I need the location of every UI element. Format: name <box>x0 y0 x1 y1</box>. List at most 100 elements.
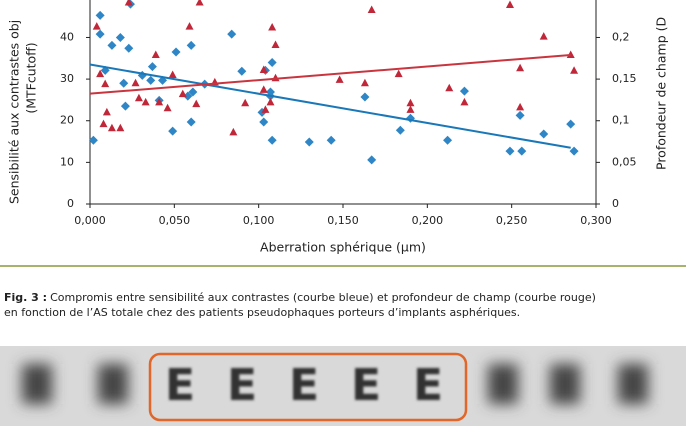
triangle-point <box>101 79 110 88</box>
y-tick-label: 0 <box>67 197 74 210</box>
diamond-point <box>168 126 178 136</box>
diamond-point <box>539 129 549 139</box>
caption: Fig. 3 : Compromis entre sensibilité aux … <box>4 291 596 304</box>
diamond-point <box>237 66 247 76</box>
triangle-point <box>259 85 268 93</box>
diamond-point <box>146 75 156 85</box>
y2-tick-label: 0,05 <box>612 155 637 168</box>
diamond-point <box>360 92 370 102</box>
letter: E <box>289 360 319 411</box>
highlight-box <box>148 352 468 422</box>
triangle-point <box>96 69 105 78</box>
trend-line <box>89 53 571 95</box>
triangle-point <box>394 69 403 78</box>
trend-line <box>89 63 571 149</box>
triangle-point <box>151 50 160 58</box>
diamond-point <box>95 10 105 20</box>
triangle-point <box>131 78 140 87</box>
diamond-point <box>171 47 181 57</box>
diamond-point <box>115 32 125 42</box>
diamond-point <box>395 125 405 135</box>
triangle-point <box>99 119 108 128</box>
letter: E <box>227 360 257 411</box>
diamond-point <box>188 87 198 97</box>
diamond-point <box>505 146 515 156</box>
diamond-point <box>88 135 98 145</box>
triangle-point <box>367 5 376 13</box>
letter: E <box>165 360 195 411</box>
triangle-point <box>261 105 270 113</box>
triangle-point <box>335 75 344 83</box>
y-tick-label: 30 <box>60 72 74 85</box>
y-tick-label: 40 <box>60 30 74 43</box>
triangle-point <box>141 97 150 106</box>
diamond-point <box>517 146 527 156</box>
triangle-point <box>406 105 415 113</box>
diamond-point <box>326 135 336 145</box>
diamond-point <box>566 119 576 129</box>
triangle-point <box>102 107 111 116</box>
triangle-point <box>192 99 201 108</box>
triangle-point <box>445 83 454 92</box>
letter: E <box>351 360 381 411</box>
x-tick-label: 0,000 <box>74 214 106 227</box>
diamond-point <box>367 155 377 165</box>
caption-text: en fonction de l’AS totale chez des pati… <box>4 306 520 319</box>
triangle-point <box>107 123 116 132</box>
triangle-point <box>268 22 277 31</box>
diamond-point <box>183 91 193 101</box>
diamond-point <box>304 137 314 147</box>
y-axis-label: (MTFcutoff) <box>24 42 39 113</box>
diamond-point <box>515 110 525 120</box>
y-axis-label: Sensibilité aux contrastes obj <box>7 20 22 204</box>
triangle-point <box>163 103 172 112</box>
triangle-point <box>505 0 514 8</box>
caption-label: Fig. 3 : <box>4 291 47 304</box>
x-tick-label: 0,200 <box>412 214 444 227</box>
triangle-point <box>259 65 268 73</box>
diamond-point <box>95 29 105 39</box>
y2-tick-label: 0 <box>612 197 619 210</box>
triangle-point <box>134 93 143 102</box>
diamond-point <box>267 57 277 67</box>
diamond-point <box>259 117 269 127</box>
y2-tick-label: 0,15 <box>612 72 637 85</box>
caption-text: Compromis entre sensibilité aux contrast… <box>50 291 596 304</box>
triangle-point <box>229 127 238 136</box>
x-tick-label: 0,150 <box>327 214 359 227</box>
x-axis-label: Aberration sphérique (µm) <box>260 240 426 255</box>
diamond-point <box>107 40 117 50</box>
triangle-point <box>539 32 548 40</box>
y-tick-label: 20 <box>60 114 74 127</box>
y-tick-label: 10 <box>60 155 74 168</box>
x-tick-label: 0,300 <box>580 214 612 227</box>
triangle-point <box>178 89 187 98</box>
triangle-point <box>406 98 415 107</box>
triangle-point <box>116 123 125 132</box>
triangle-point <box>516 102 525 111</box>
triangle-point <box>516 63 525 72</box>
triangle-point <box>155 97 164 106</box>
triangle-point <box>195 0 204 6</box>
letter: E <box>413 360 443 411</box>
diamond-point <box>119 78 129 88</box>
triangle-point <box>360 78 369 87</box>
diamond-point <box>147 62 157 72</box>
x-tick-label: 0,250 <box>496 214 528 227</box>
y2-tick-label: 0,1 <box>612 114 630 127</box>
diamond-point <box>227 29 237 39</box>
diamond-point <box>120 101 130 111</box>
diamond-point <box>267 135 277 145</box>
triangle-point <box>241 98 250 107</box>
diamond-point <box>569 146 579 156</box>
triangle-point <box>92 22 101 30</box>
triangle-point <box>570 66 579 74</box>
diamond-point <box>186 40 196 50</box>
y2-axis-label: Profondeur de champ (D <box>654 17 669 170</box>
blurred-letters <box>22 364 648 404</box>
diamond-point <box>124 43 134 53</box>
x-tick-label: 0,100 <box>243 214 275 227</box>
diamond-point <box>186 117 196 127</box>
y2-tick-label: 0,2 <box>612 30 630 43</box>
